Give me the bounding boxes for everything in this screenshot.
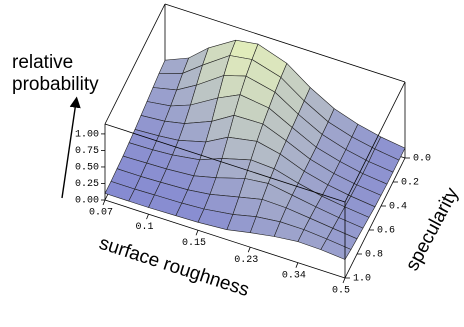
x-axis-label: surface roughness — [96, 233, 251, 301]
box-edge — [104, 199, 346, 279]
surface-cell — [221, 136, 258, 161]
x-tick — [295, 262, 299, 268]
x-tick-label: 0.1 — [136, 222, 154, 233]
z-arrow — [61, 96, 81, 199]
z-tick-label: 1.00 — [75, 130, 99, 141]
x-tick — [247, 247, 251, 253]
x-tick — [342, 277, 346, 284]
y-tick-label: 0.4 — [389, 202, 407, 213]
z-tick-label: 0.75 — [75, 146, 99, 157]
box-edge — [344, 81, 406, 203]
y-tick-label: 0.0 — [413, 154, 431, 165]
z-tick-label: 0.50 — [75, 163, 99, 174]
x-tick-label: 0.07 — [89, 208, 113, 219]
z-tick-label: 0.25 — [75, 179, 99, 190]
z-axis-label: probability — [12, 74, 99, 95]
box-edge — [344, 157, 406, 279]
x-tick-label: 0.23 — [234, 255, 258, 266]
y-tick-label: 0.6 — [377, 226, 395, 237]
box-front: 0.00 0.25 0.50 0.75 1.00 0.07 0.1 0.15 0.23 0.34 0… — [75, 3, 431, 297]
y-tick-label: 0.8 — [365, 250, 383, 261]
box-edge — [104, 3, 166, 125]
y-tick-label: 0.2 — [401, 178, 419, 189]
z-tick-label: 0.00 — [75, 196, 99, 207]
x-tick-label: 0.34 — [282, 270, 306, 281]
x-tick — [195, 230, 199, 236]
box-edge — [164, 3, 406, 83]
z-axis-label: relative — [12, 52, 73, 73]
x-tick-label: 0.15 — [182, 238, 206, 249]
x-tick-label: 0.5 — [332, 286, 350, 297]
surface — [104, 39, 406, 260]
y-tick-label: 1.0 — [353, 274, 371, 285]
y-axis-label: specularity — [402, 184, 463, 274]
x-tick — [102, 199, 106, 206]
x-tick — [146, 214, 149, 220]
box-edge — [104, 123, 346, 203]
